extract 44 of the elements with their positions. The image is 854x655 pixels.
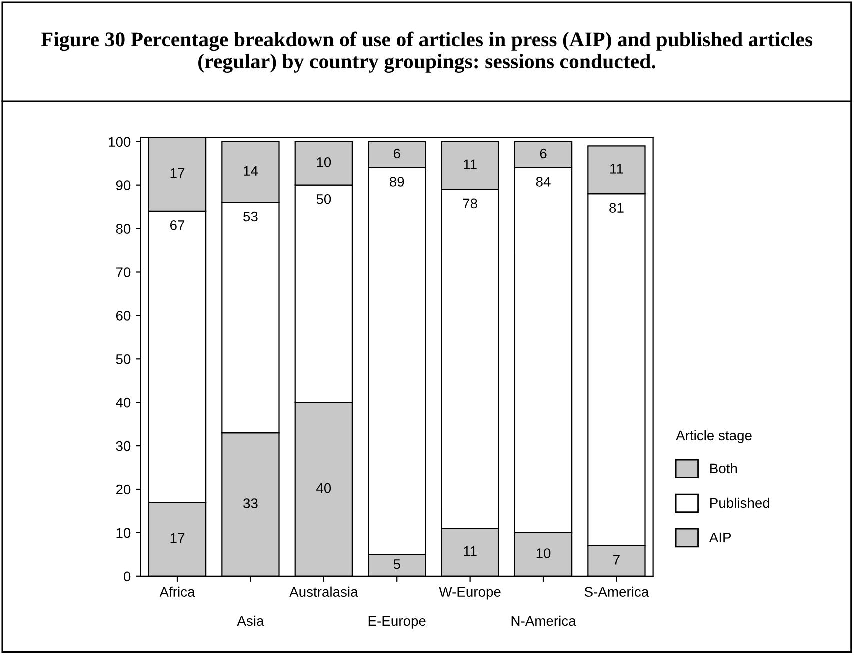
data-label: 11 [464, 546, 477, 556]
data-label: 50 [316, 194, 332, 204]
y-tick-label: 60 [116, 311, 131, 321]
data-label: 78 [463, 198, 478, 209]
data-label: 89 [390, 177, 404, 187]
data-label: 67 [170, 220, 185, 230]
y-tick-label: 90 [116, 180, 131, 191]
data-label: 17 [170, 168, 185, 178]
x-tick-label: Asia [237, 616, 264, 626]
data-label: 17 [170, 534, 185, 544]
chart-title: Figure 30 Percentage breakdown of use of articles in press (AIP) and published articles (regular) by country groupings: sessions conducted. [41, 32, 813, 74]
y-tick-label: 50 [116, 354, 131, 364]
data-label: 6 [540, 148, 547, 159]
legend-label: Published [710, 498, 770, 508]
x-tick-label: N-America [512, 616, 576, 626]
data-label: 10 [536, 548, 551, 558]
data-label: 53 [244, 212, 258, 222]
y-tick-label: 0 [124, 572, 131, 582]
data-label: 6 [394, 148, 400, 159]
y-tick-label: 20 [116, 484, 131, 495]
data-label: 84 [536, 177, 551, 187]
data-label: 7 [614, 555, 620, 565]
x-tick-label: E-Europe [368, 616, 426, 629]
data-label: 10 [317, 158, 332, 168]
data-label: 40 [316, 483, 332, 494]
y-tick-label: 10 [116, 528, 131, 538]
x-tick-label: Africa [160, 586, 196, 598]
data-label: 81 [610, 203, 624, 213]
x-tick-label: W-Europe [439, 587, 501, 600]
x-tick-label: Australasia [290, 586, 358, 598]
legend-label: AIP [709, 532, 732, 542]
y-tick-label: 100 [109, 137, 131, 148]
data-label: 11 [610, 164, 624, 174]
data-label: 5 [394, 560, 400, 570]
data-label: 11 [464, 160, 477, 170]
data-label: 33 [244, 498, 258, 508]
x-tick-label: S-America [584, 586, 650, 598]
y-tick-label: 30 [116, 441, 131, 452]
legend-label: Both [710, 463, 738, 474]
data-label: 14 [244, 166, 258, 176]
y-tick-label: 70 [116, 268, 131, 278]
y-tick-label: 80 [116, 224, 131, 234]
legend-title: Article stage [676, 430, 752, 444]
y-tick-label: 40 [116, 398, 131, 408]
